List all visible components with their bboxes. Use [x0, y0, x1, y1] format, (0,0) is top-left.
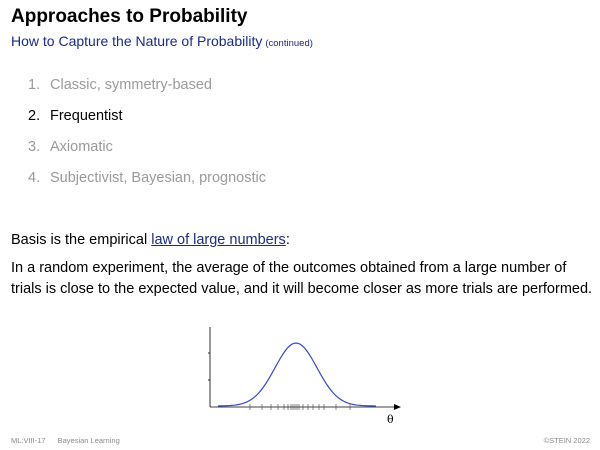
slide-subtitle: How to Capture the Nature of Probability…	[11, 33, 313, 49]
agenda-label: Frequentist	[50, 108, 123, 124]
basis-sentence: Basis is the empirical law of large numb…	[11, 232, 290, 248]
footer-left: ML:VIII-17 Bayesian Learning	[11, 436, 132, 445]
agenda-num: 3.	[28, 139, 41, 155]
copyright: ©STEIN 2022	[543, 436, 590, 445]
basis-suffix: :	[285, 232, 290, 248]
slide-number: ML:VIII-17	[11, 436, 46, 445]
agenda-item-2: 2. Frequentist	[28, 108, 266, 139]
agenda-item-4: 4. Subjectivist, Bayesian, prognostic	[28, 170, 266, 201]
agenda-list: 1. Classic, symmetry-based 2. Frequentist …	[28, 77, 266, 201]
agenda-num: 4.	[28, 170, 41, 186]
slide-title: Approaches to Probability	[11, 6, 248, 27]
agenda-num: 2.	[28, 108, 41, 124]
agenda-item-3: 3. Axiomatic	[28, 139, 266, 170]
body-paragraph: In a random experiment, the average of t…	[11, 260, 593, 297]
x-axis-arrow	[394, 404, 401, 410]
sample-ticks	[249, 404, 351, 410]
x-axis-label: θ	[387, 413, 394, 426]
agenda-label: Subjectivist, Bayesian, prognostic	[50, 170, 266, 186]
density-curve	[217, 342, 377, 407]
agenda-item-1: 1. Classic, symmetry-based	[28, 77, 266, 108]
law-of-large-numbers-link[interactable]: law of large numbers	[151, 232, 286, 248]
agenda-num: 1.	[28, 77, 41, 93]
section-name: Bayesian Learning	[57, 436, 120, 445]
basis-prefix: Basis is the empirical	[11, 232, 152, 248]
subtitle-note: (continued)	[265, 38, 313, 49]
subtitle-text: How to Capture the Nature of Probability	[11, 33, 263, 49]
agenda-label: Classic, symmetry-based	[50, 77, 212, 93]
normal-distribution-figure: θ	[208, 327, 401, 426]
agenda-label: Axiomatic	[50, 139, 113, 155]
